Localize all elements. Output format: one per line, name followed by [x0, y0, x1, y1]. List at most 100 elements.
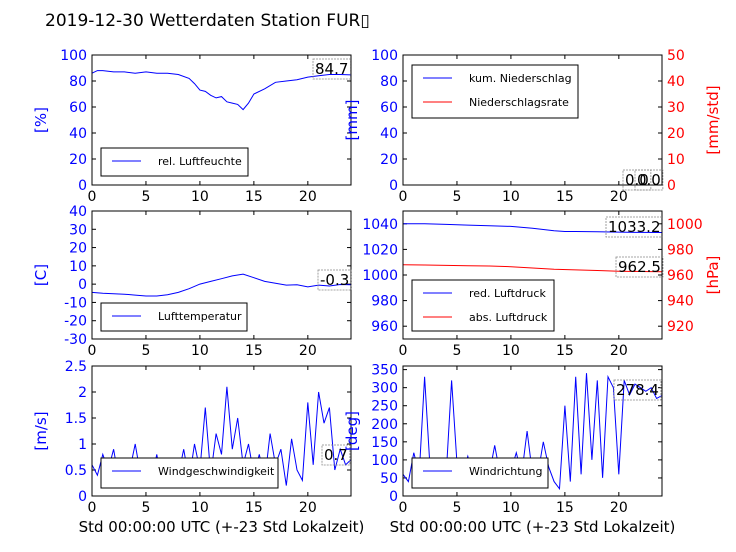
- legend-label: Lufttemperatur: [158, 310, 242, 323]
- y-tick-label: 30: [69, 222, 87, 238]
- plot-frame: [402, 54, 663, 186]
- y-tick-label: 1040: [362, 217, 398, 233]
- y-axis-label: [C]: [32, 264, 50, 286]
- x-tick-label: 15: [245, 500, 263, 516]
- y-tick-label-right: 0: [667, 178, 676, 194]
- panel-precip: 0 5 10 15 20 0 20 40 60 80 100 0 10 20 30 40 50 [mm] [mm/s…: [343, 48, 722, 205]
- value-annotation: 278.4: [616, 381, 659, 399]
- y-tick-label: 100: [60, 48, 87, 64]
- legend-label: Windgeschwindigkeit: [158, 465, 275, 478]
- y-tick-label-right: 960: [667, 268, 694, 284]
- y-tick-label: 80: [69, 74, 87, 90]
- x-tick-label: 10: [502, 343, 520, 359]
- figure-title: 2019-12-30 Wetterdaten Station FUR▯: [45, 11, 370, 31]
- value-annotation: 0.0: [637, 171, 661, 189]
- y-tick-label: 60: [380, 100, 398, 116]
- y-tick-label: 2.5: [65, 359, 87, 375]
- x-tick-label: 0: [88, 343, 97, 359]
- y-tick-label: 2: [78, 385, 87, 401]
- y-tick-label: 0: [78, 489, 87, 505]
- series-line-abs-luftdruck: [402, 264, 663, 273]
- x-tick-label: 0: [399, 500, 408, 516]
- value-annotation-box: [321, 444, 351, 466]
- y-tick-label: 100: [371, 453, 398, 469]
- legend-label: Niederschlagsrate: [469, 96, 569, 109]
- x-tick-label: 10: [502, 189, 520, 205]
- x-axis-label: Std 00:00:00 UTC (+-23 Std Lokalzeit): [390, 518, 676, 536]
- y-tick-label: 20: [69, 152, 87, 168]
- x-tick-label: 10: [502, 500, 520, 516]
- y-tick-label: 150: [371, 435, 398, 451]
- plot-frame: [91, 210, 352, 340]
- y-tick-label: 1000: [362, 268, 398, 284]
- x-tick-label: 0: [399, 343, 408, 359]
- panel-pressure: 0 5 10 15 20 960 980 1000 1020 1040 920 940 960 980 10…: [362, 210, 722, 359]
- y-tick-label: 10: [69, 259, 87, 275]
- legend-box: [411, 457, 549, 489]
- y-tick-label: 50: [380, 471, 398, 487]
- x-tick-label: 20: [610, 500, 628, 516]
- plot-frame: [402, 210, 663, 340]
- y-tick-label-right: 10: [667, 152, 685, 168]
- value-annotation: 962.5: [618, 258, 661, 276]
- plot-frame: [91, 365, 352, 497]
- x-tick-label: 5: [141, 189, 150, 205]
- y-axis-label-right: [hPa]: [704, 256, 722, 295]
- plot-frame: [91, 54, 352, 186]
- legend-box: [100, 302, 248, 332]
- legend-label: Windrichtung: [469, 465, 542, 478]
- x-tick-label: 15: [556, 189, 574, 205]
- x-tick-label: 5: [452, 189, 461, 205]
- y-tick-label: 350: [371, 363, 398, 379]
- x-tick-label: 5: [141, 343, 150, 359]
- x-tick-label: 20: [610, 189, 628, 205]
- y-axis-label: [mm]: [343, 100, 361, 141]
- legend-label: rel. Luftfeuchte: [158, 155, 242, 168]
- legend-box: [411, 279, 555, 332]
- y-axis-label: [m/s]: [32, 411, 50, 450]
- y-tick-label: 20: [380, 152, 398, 168]
- plot-frame: [402, 365, 663, 497]
- y-tick-label: 1.5: [65, 411, 87, 427]
- y-axis-label: [deg]: [343, 411, 361, 451]
- x-tick-label: 5: [452, 343, 461, 359]
- y-tick-label-right: 940: [667, 294, 694, 310]
- y-tick-label-right: 980: [667, 242, 694, 258]
- x-tick-label: 20: [299, 343, 317, 359]
- x-tick-label: 20: [299, 500, 317, 516]
- series-line-red-luftdruck: [403, 223, 663, 233]
- y-tick-label: 20: [69, 241, 87, 257]
- y-tick-label: 80: [380, 74, 398, 90]
- y-tick-label: 0: [389, 489, 398, 505]
- x-tick-label: 15: [556, 343, 574, 359]
- y-tick-label: 0: [78, 178, 87, 194]
- y-tick-label: 60: [69, 100, 87, 116]
- y-tick-label: -30: [64, 332, 87, 348]
- x-axis-label: Std 00:00:00 UTC (+-23 Std Lokalzeit): [79, 518, 365, 536]
- y-tick-label-right: 50: [667, 48, 685, 64]
- value-annotation: 0.7: [324, 446, 348, 464]
- legend-label: abs. Luftdruck: [469, 311, 548, 324]
- legend-box: [100, 147, 249, 177]
- y-tick-label: 250: [371, 399, 398, 415]
- legend-box: [100, 457, 279, 489]
- y-axis-label: [%]: [32, 107, 50, 133]
- x-tick-label: 5: [141, 500, 150, 516]
- legend-label: kum. Niederschlag: [469, 72, 572, 85]
- y-tick-label: 1020: [362, 242, 398, 258]
- x-tick-label: 10: [191, 189, 209, 205]
- value-annotation-box: [613, 379, 662, 401]
- y-tick-label: -10: [64, 295, 87, 311]
- value-annotation-box: [317, 269, 352, 291]
- y-tick-label: 100: [371, 48, 398, 64]
- x-tick-label: 10: [191, 343, 209, 359]
- y-tick-label: 200: [371, 417, 398, 433]
- x-tick-label: 5: [452, 500, 461, 516]
- y-tick-label: 0: [78, 277, 87, 293]
- y-tick-label: 980: [371, 294, 398, 310]
- y-tick-label: 40: [69, 204, 87, 220]
- x-tick-label: 0: [88, 189, 97, 205]
- x-tick-label: 20: [299, 189, 317, 205]
